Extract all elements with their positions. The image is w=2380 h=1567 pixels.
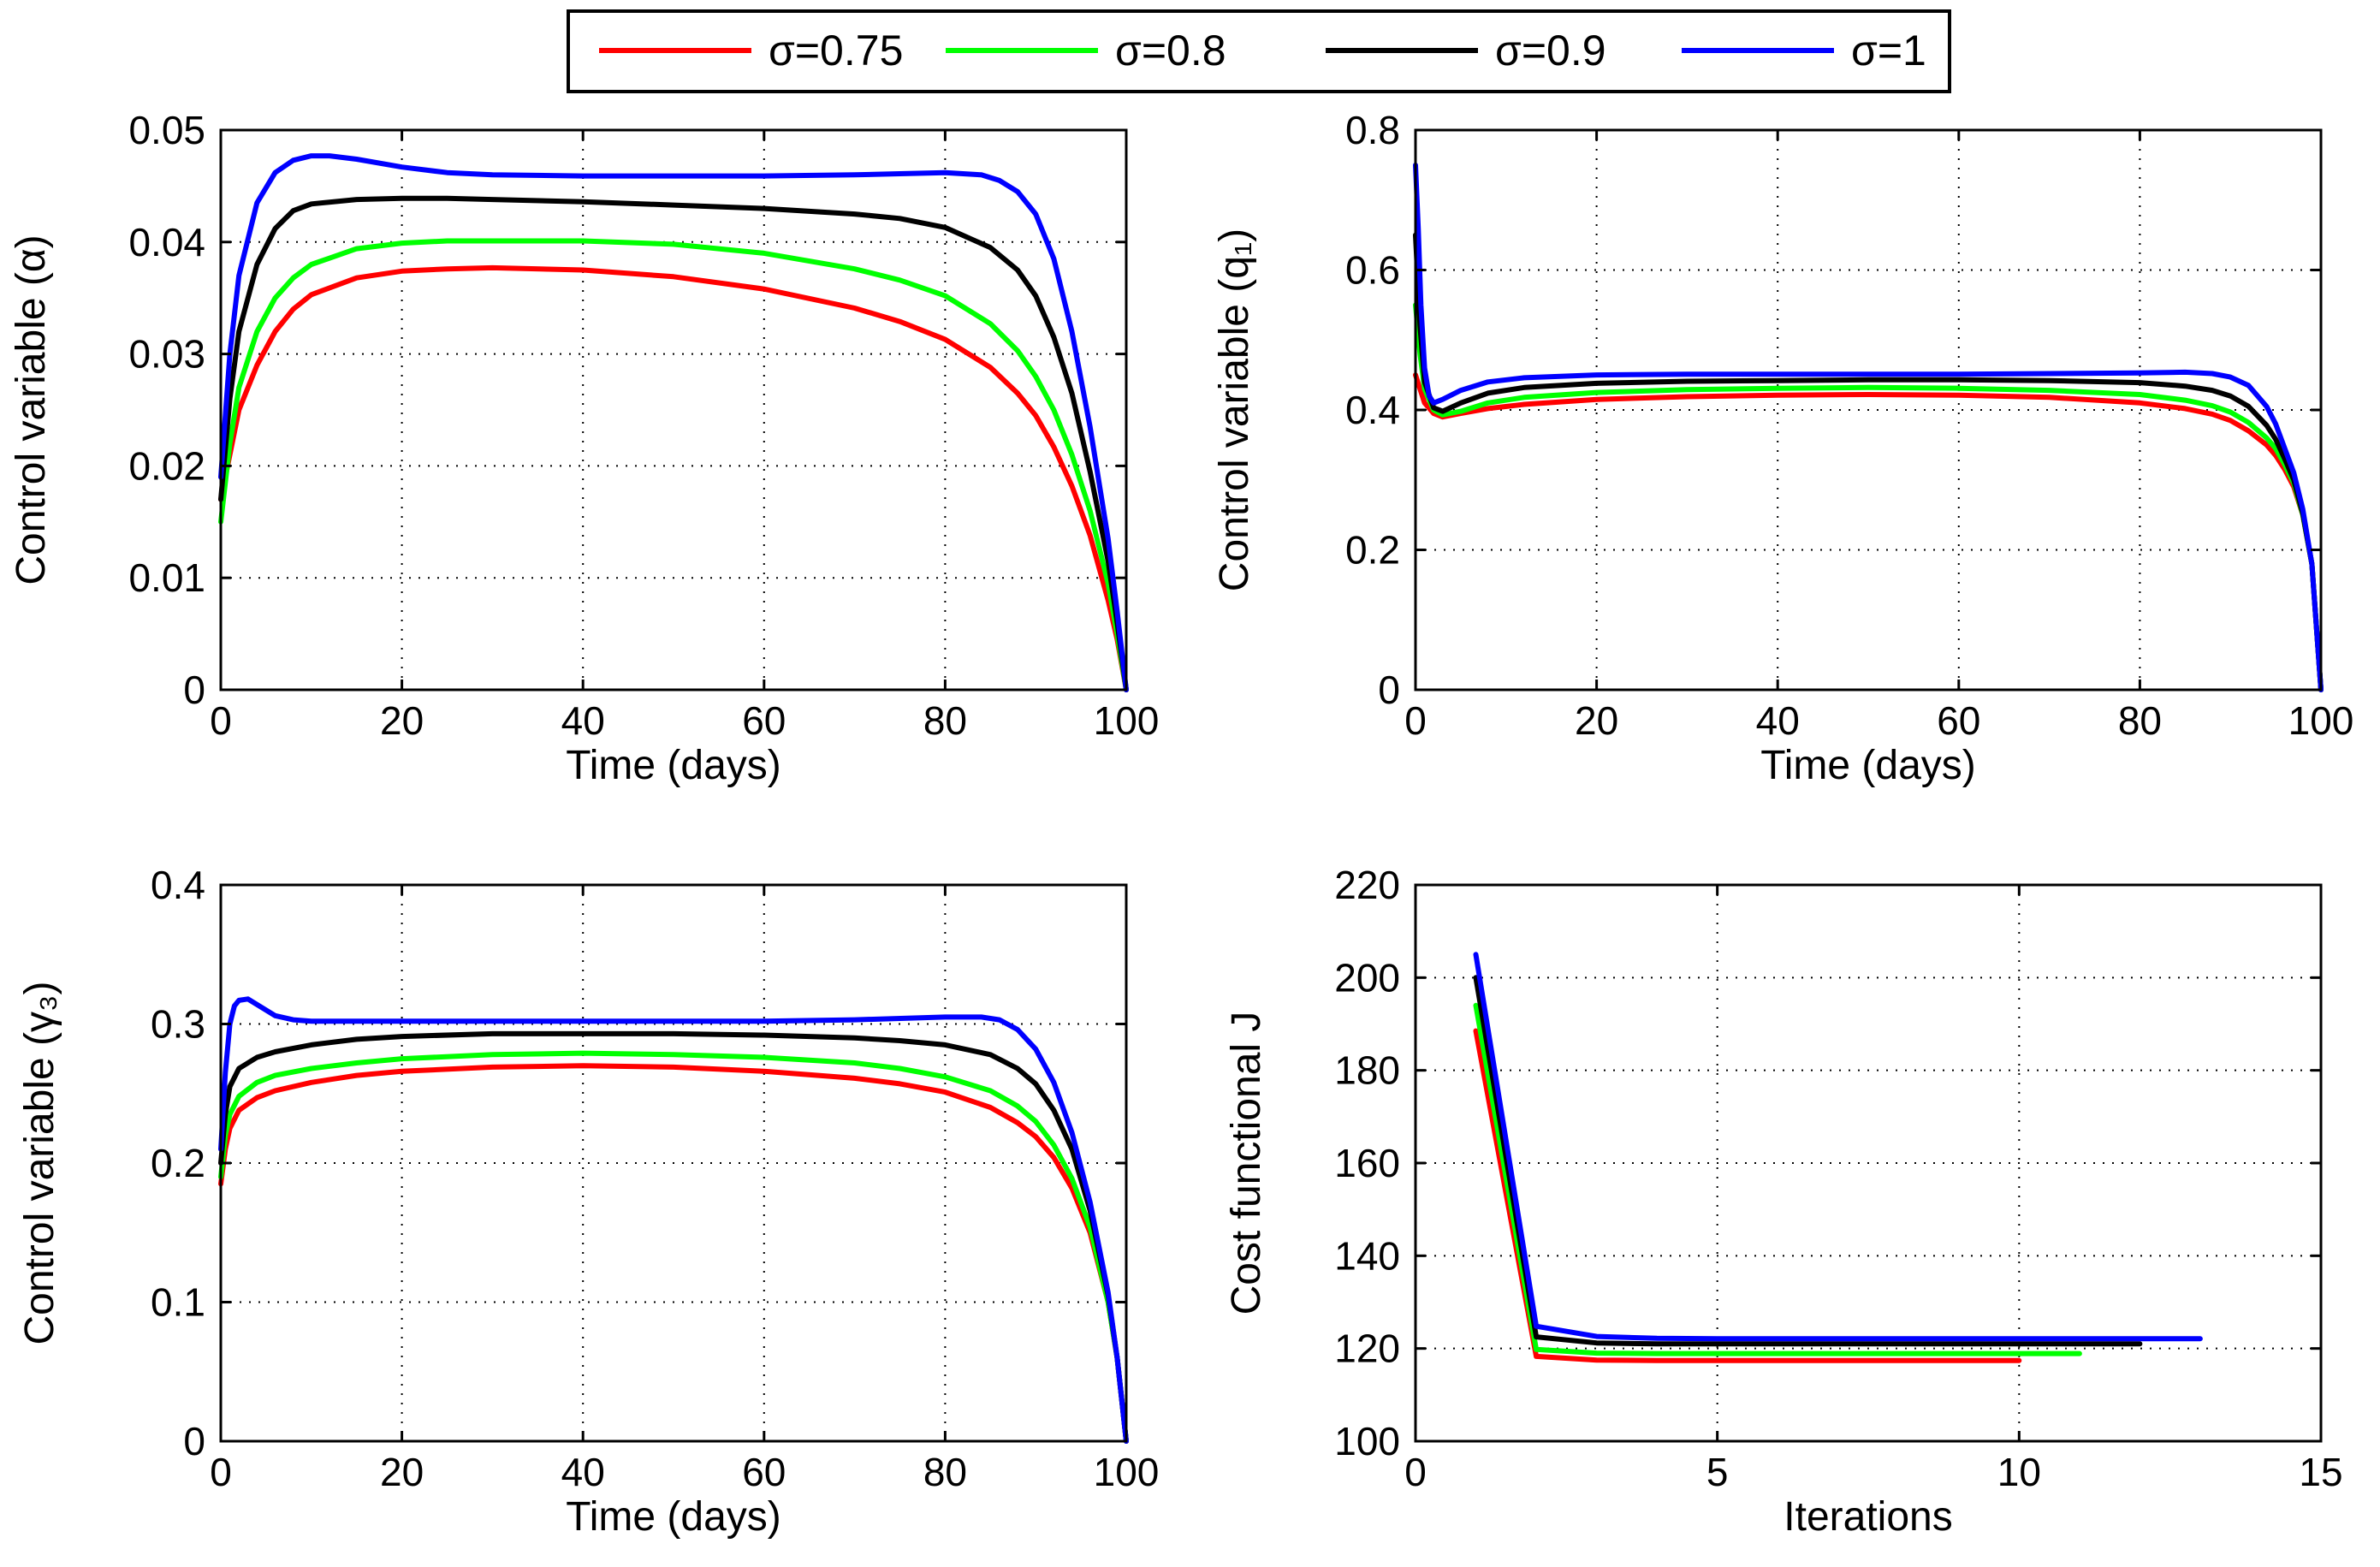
alpha-ylabel: Control variable (α) [9, 234, 54, 585]
cost-ylabel: Cost functional J [1224, 1012, 1269, 1315]
q1-ytick-label: 0.6 [1345, 248, 1400, 293]
q1-series-3 [1413, 162, 2324, 692]
cost-ytick-label: 180 [1334, 1048, 1400, 1093]
q1-series-2 [1413, 232, 2324, 692]
gamma3-ytick-label: 0.3 [151, 1002, 205, 1047]
cost-xlabel: Iterations [1784, 1494, 1952, 1540]
gamma3-xtick-label: 20 [380, 1450, 424, 1494]
cost-xtick-label: 15 [2299, 1450, 2342, 1494]
cost-ytick-label: 220 [1334, 863, 1400, 907]
q1-xtick-label: 0 [1404, 698, 1427, 743]
gamma3-xtick-label: 40 [561, 1450, 605, 1494]
alpha-xlabel: Time (days) [566, 743, 781, 788]
cost-ytick-label: 120 [1334, 1327, 1400, 1371]
cost-series-1 [1473, 1002, 2082, 1356]
legend-label-1: σ=0.8 [1115, 27, 1226, 74]
q1-xtick-label: 20 [1575, 698, 1618, 743]
alpha-xtick-label: 60 [742, 698, 786, 743]
cost-xtick-label: 10 [1997, 1450, 2041, 1494]
alpha-series-0 [218, 264, 1129, 692]
alpha-ytick-label: 0.02 [128, 443, 205, 488]
alpha-ytick-label: 0.01 [128, 555, 205, 600]
alpha-plot-area [221, 130, 1126, 690]
cost-ytick-label: 200 [1334, 955, 1400, 1000]
gamma3-ylabel: Control variable (γ₃) [17, 981, 62, 1344]
gamma3-xtick-label: 100 [1094, 1450, 1160, 1494]
alpha-xtick-label: 20 [380, 698, 424, 743]
q1-chart: 0 20 40 60 80 100 0 0.2 0.4 0.6 0.8 Time (days) Cont… [1212, 108, 2353, 788]
gamma3-xtick-label: 0 [210, 1450, 232, 1494]
q1-xlabel: Time (days) [1760, 743, 1976, 788]
gamma3-series-0 [218, 1063, 1129, 1444]
alpha-xtick-label: 80 [923, 698, 967, 743]
cost-ytick-label: 140 [1334, 1233, 1400, 1278]
cost-chart: 0 5 10 15 100 120 140 160 180 200 220 Iterations Cos… [1224, 863, 2343, 1540]
q1-ytick-label: 0.2 [1345, 528, 1400, 573]
gamma3-ytick-label: 0.2 [151, 1141, 205, 1185]
gamma3-xtick-label: 80 [923, 1450, 967, 1494]
alpha-series-3 [218, 153, 1129, 692]
cost-series-2 [1473, 975, 2143, 1347]
alpha-xtick-label: 40 [561, 698, 605, 743]
alpha-chart: 0 20 40 60 80 100 0 0.01 0.02 0.03 0.04 0.05 Time (d… [9, 108, 1159, 788]
gamma3-series-1 [218, 1050, 1129, 1444]
alpha-ytick-label: 0.03 [128, 332, 205, 377]
gamma3-ytick-label: 0 [183, 1419, 205, 1463]
q1-ytick-label: 0.8 [1345, 108, 1400, 152]
cost-ytick-label: 100 [1334, 1419, 1400, 1463]
cost-xtick-label: 0 [1404, 1450, 1427, 1494]
alpha-xtick-label: 0 [210, 698, 232, 743]
legend-label-2: σ=0.9 [1495, 27, 1606, 74]
alpha-axes-frame [219, 128, 1128, 691]
alpha-ytick-label: 0.04 [128, 220, 205, 264]
legend: σ=0.75 σ=0.8 σ=0.9 σ=1 [567, 9, 1951, 93]
q1-ytick-label: 0.4 [1345, 388, 1400, 432]
gamma3-ytick-label: 0.4 [151, 863, 205, 907]
alpha-series-2 [218, 195, 1129, 692]
gamma3-xtick-label: 60 [742, 1450, 786, 1494]
gamma3-chart: 0 20 40 60 80 100 0 0.1 0.2 0.3 0.4 Time (days) Cont… [17, 863, 1159, 1540]
gamma3-ytick-label: 0.1 [151, 1280, 205, 1325]
q1-xtick-label: 60 [1937, 698, 1980, 743]
alpha-series-1 [218, 238, 1129, 692]
cost-ytick-label: 160 [1334, 1141, 1400, 1185]
q1-ytick-label: 0 [1378, 668, 1400, 712]
q1-xtick-label: 100 [2288, 698, 2354, 743]
legend-label-3: σ=1 [1851, 27, 1926, 74]
q1-xtick-label: 80 [2118, 698, 2162, 743]
alpha-ytick-label: 0.05 [128, 108, 205, 152]
gamma3-xlabel: Time (days) [566, 1494, 781, 1540]
gamma3-series-3 [218, 996, 1129, 1444]
cost-xtick-label: 5 [1706, 1450, 1729, 1494]
q1-xtick-label: 40 [1756, 698, 1800, 743]
cost-series-3 [1473, 952, 2203, 1342]
gamma3-series-2 [218, 1030, 1129, 1444]
alpha-ytick-label: 0 [183, 668, 205, 712]
legend-label-0: σ=0.75 [769, 27, 903, 74]
q1-ylabel: Control variable (q₁) [1212, 229, 1257, 591]
alpha-xtick-label: 100 [1094, 698, 1160, 743]
cost-series-0 [1473, 1028, 2022, 1363]
